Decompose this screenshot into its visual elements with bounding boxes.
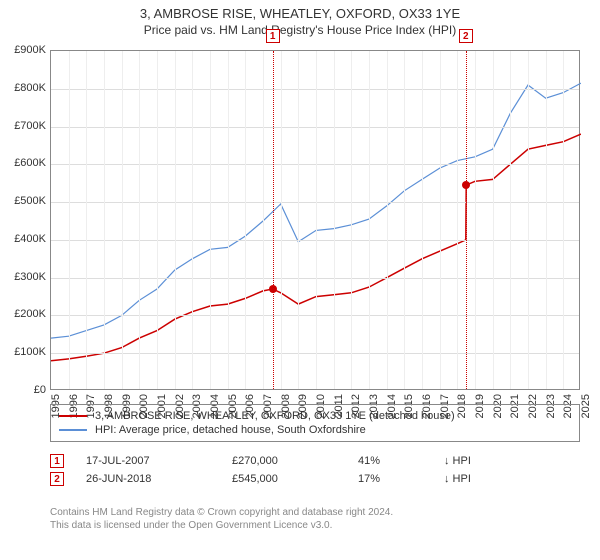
gridline-h xyxy=(51,89,579,90)
gridline-v xyxy=(440,51,441,389)
gridline-v xyxy=(404,51,405,389)
gridline-v xyxy=(457,51,458,389)
sale-price: £545,000 xyxy=(232,473,352,485)
sale-marker-icon: 2 xyxy=(50,472,64,486)
gridline-v xyxy=(228,51,229,389)
gridline-h xyxy=(51,164,579,165)
y-axis-label: £500K xyxy=(14,195,46,207)
gridline-v xyxy=(86,51,87,389)
gridline-v xyxy=(139,51,140,389)
gridline-v xyxy=(175,51,176,389)
gridline-v xyxy=(298,51,299,389)
legend-label: HPI: Average price, detached house, Sout… xyxy=(95,424,366,436)
gridline-h xyxy=(51,353,579,354)
legend-label: 3, AMBROSE RISE, WHEATLEY, OXFORD, OX33 … xyxy=(95,410,455,422)
y-axis-label: £0 xyxy=(34,384,46,396)
y-axis-label: £400K xyxy=(14,233,46,245)
gridline-h xyxy=(51,240,579,241)
marker-dot-2 xyxy=(462,181,470,189)
y-axis-label: £800K xyxy=(14,82,46,94)
footer-line2: This data is licensed under the Open Gov… xyxy=(50,519,580,532)
chart-title: 3, AMBROSE RISE, WHEATLEY, OXFORD, OX33 … xyxy=(0,0,600,21)
gridline-v xyxy=(563,51,564,389)
marker-vline-1 xyxy=(273,51,274,389)
chart-subtitle: Price paid vs. HM Land Registry's House … xyxy=(0,21,600,37)
legend-swatch xyxy=(59,429,87,431)
gridline-v xyxy=(334,51,335,389)
y-axis-label: £300K xyxy=(14,271,46,283)
gridline-v xyxy=(157,51,158,389)
gridline-h xyxy=(51,315,579,316)
gridline-v xyxy=(387,51,388,389)
sale-diff-pct: 17% xyxy=(358,473,438,485)
sale-row-2: 2 26-JUN-2018 £545,000 17% ↓ HPI xyxy=(50,470,580,488)
gridline-h xyxy=(51,202,579,203)
gridline-v xyxy=(245,51,246,389)
gridline-v xyxy=(369,51,370,389)
gridline-v xyxy=(475,51,476,389)
gridline-h xyxy=(51,127,579,128)
y-axis-label: £700K xyxy=(14,120,46,132)
gridline-v xyxy=(281,51,282,389)
sale-diff-vs: ↓ HPI xyxy=(444,473,524,485)
sale-diff-pct: 41% xyxy=(358,455,438,467)
footer-text: Contains HM Land Registry data © Crown c… xyxy=(50,506,580,532)
y-axis-label: £200K xyxy=(14,308,46,320)
legend-row-hpi: HPI: Average price, detached house, Sout… xyxy=(59,423,571,437)
gridline-v xyxy=(192,51,193,389)
sale-date: 26-JUN-2018 xyxy=(86,473,226,485)
gridline-v xyxy=(546,51,547,389)
marker-dot-1 xyxy=(269,285,277,293)
sale-marker-icon: 1 xyxy=(50,454,64,468)
sale-table: 1 17-JUL-2007 £270,000 41% ↓ HPI 2 26-JUN-2018… xyxy=(50,452,580,488)
gridline-v xyxy=(351,51,352,389)
chart-container: 3, AMBROSE RISE, WHEATLEY, OXFORD, OX33 … xyxy=(0,0,600,560)
gridline-v xyxy=(316,51,317,389)
y-axis-label: £900K xyxy=(14,44,46,56)
gridline-v xyxy=(122,51,123,389)
footer-line1: Contains HM Land Registry data © Crown c… xyxy=(50,506,580,519)
gridline-v xyxy=(493,51,494,389)
gridline-h xyxy=(51,278,579,279)
y-axis-label: £100K xyxy=(14,346,46,358)
y-axis-label: £600K xyxy=(14,157,46,169)
sale-price: £270,000 xyxy=(232,455,352,467)
sale-date: 17-JUL-2007 xyxy=(86,455,226,467)
sale-diff-vs: ↓ HPI xyxy=(444,455,524,467)
marker-box-1: 1 xyxy=(266,29,280,43)
gridline-v xyxy=(69,51,70,389)
sale-row-1: 1 17-JUL-2007 £270,000 41% ↓ HPI xyxy=(50,452,580,470)
chart-area: 12 £0£100K£200K£300K£400K£500K£600K£700K… xyxy=(50,50,580,390)
legend-swatch xyxy=(59,415,87,417)
gridline-v xyxy=(104,51,105,389)
legend-row-property: 3, AMBROSE RISE, WHEATLEY, OXFORD, OX33 … xyxy=(59,409,571,423)
gridline-v xyxy=(210,51,211,389)
gridline-v xyxy=(422,51,423,389)
plot-region: 12 xyxy=(50,50,580,390)
gridline-v xyxy=(528,51,529,389)
marker-box-2: 2 xyxy=(459,29,473,43)
x-axis-label: 2025 xyxy=(580,394,592,418)
gridline-v xyxy=(510,51,511,389)
gridline-v xyxy=(263,51,264,389)
marker-vline-2 xyxy=(466,51,467,389)
legend-box: 3, AMBROSE RISE, WHEATLEY, OXFORD, OX33 … xyxy=(50,404,580,442)
